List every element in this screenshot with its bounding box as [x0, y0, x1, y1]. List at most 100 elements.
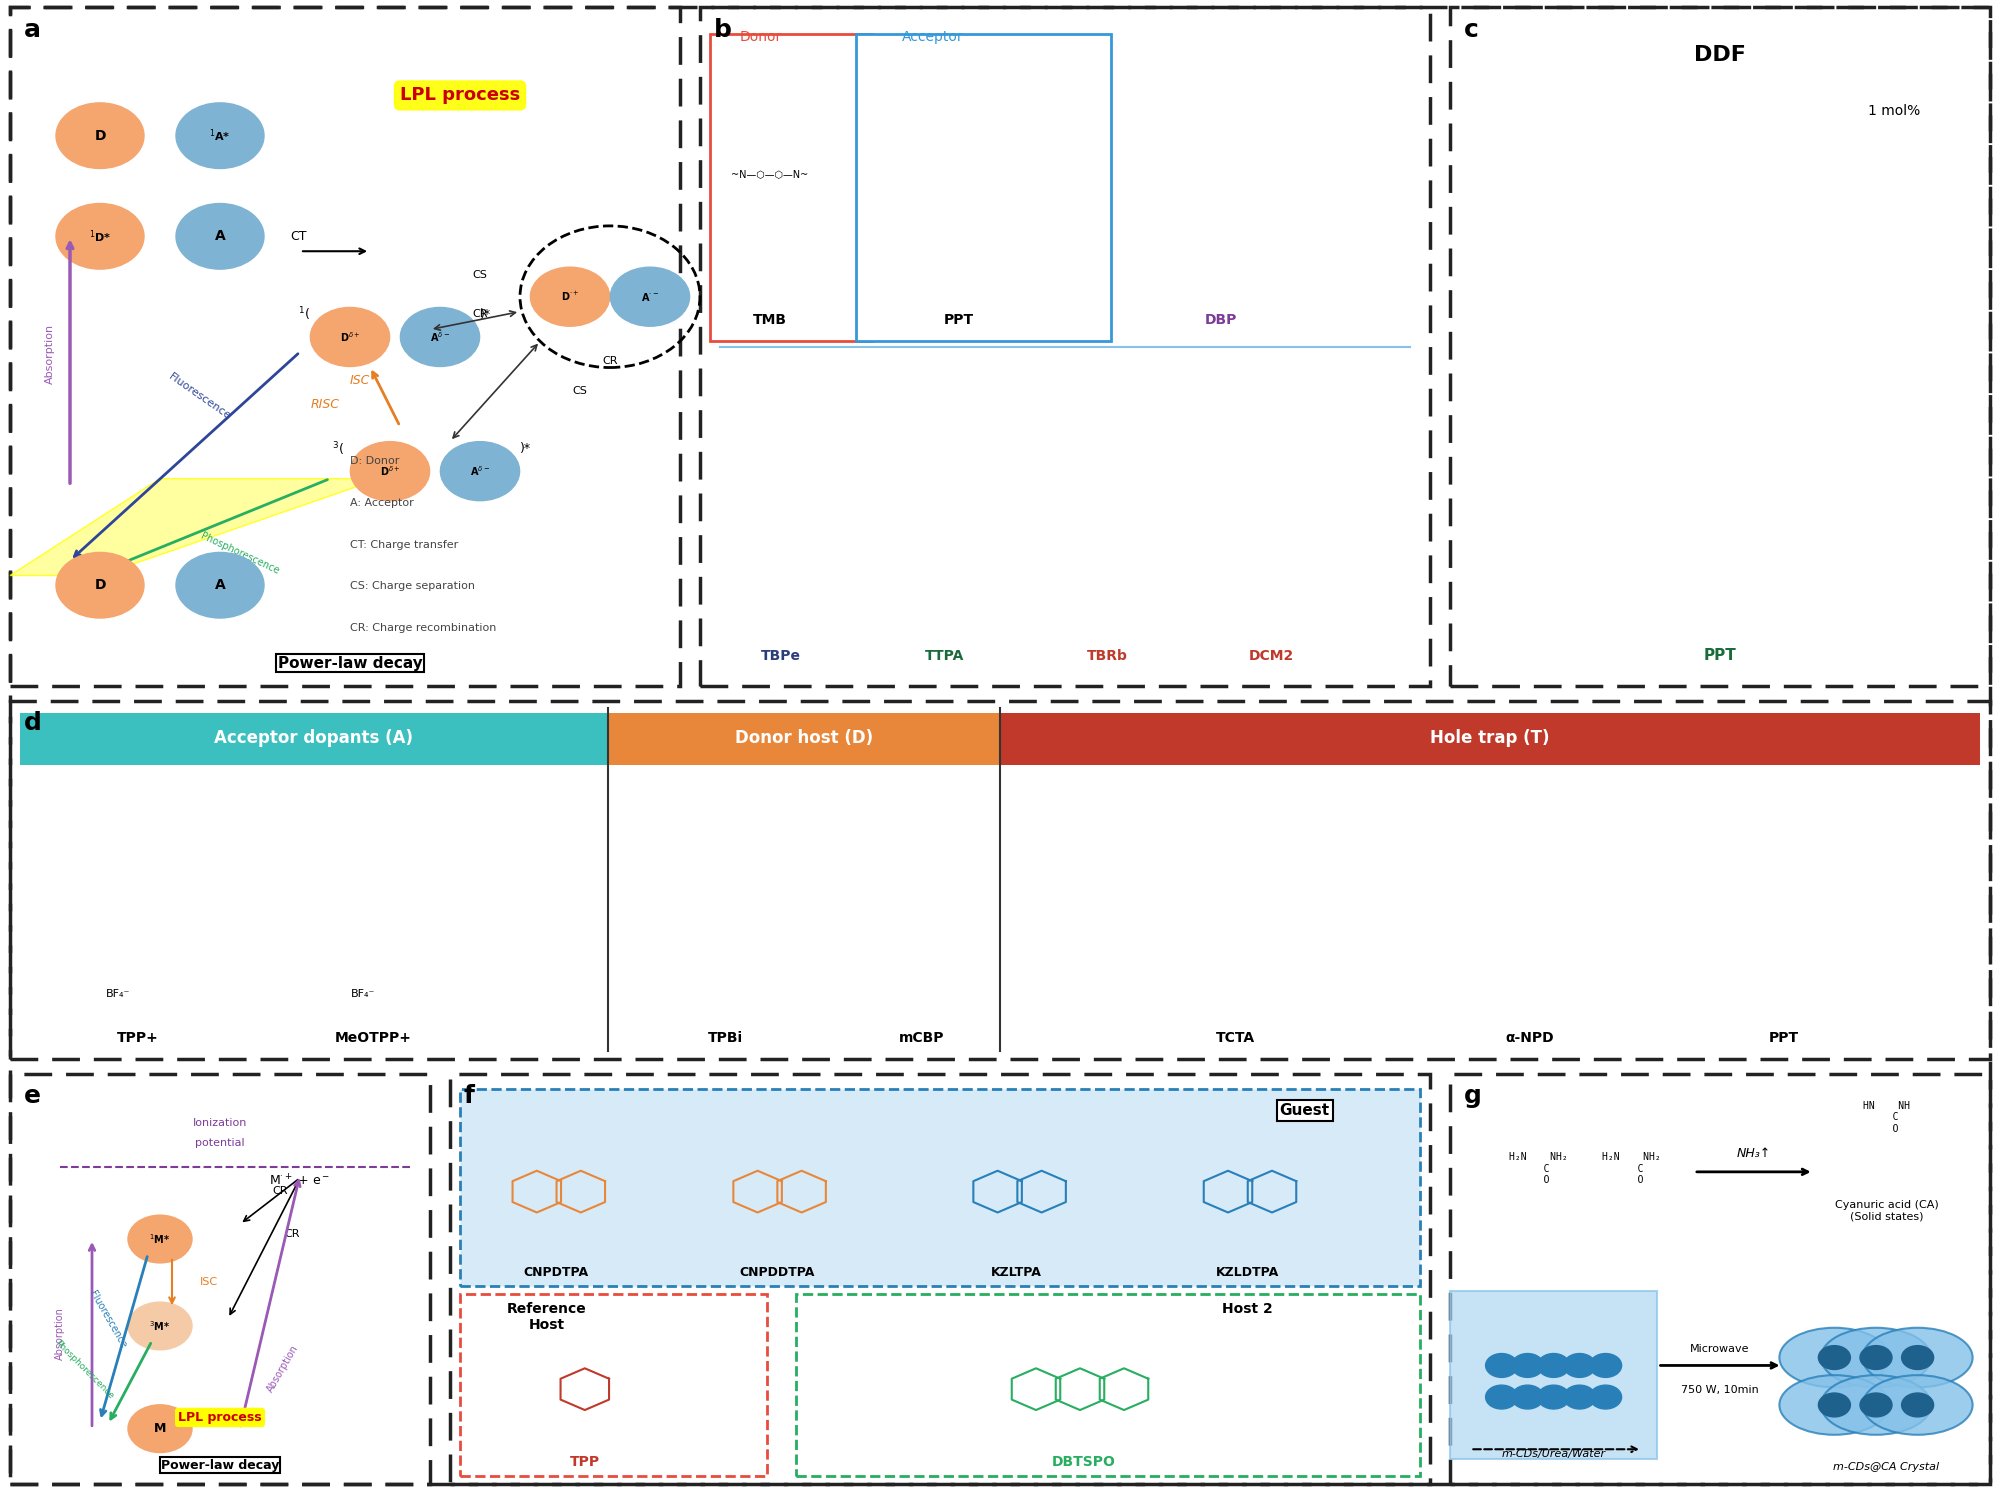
Text: D$^{δ+}$: D$^{δ+}$ [380, 464, 400, 479]
Text: Ionization: Ionization [192, 1118, 248, 1129]
Polygon shape [10, 479, 380, 576]
Text: $^3$(: $^3$( [332, 440, 344, 458]
FancyBboxPatch shape [608, 713, 1000, 765]
Text: CR: CR [272, 1187, 288, 1196]
Text: H₂N    NH₂
   C
   O: H₂N NH₂ C O [1602, 1153, 1660, 1185]
Text: d: d [24, 711, 42, 735]
FancyBboxPatch shape [856, 34, 1110, 341]
Circle shape [56, 204, 144, 268]
Text: α-NPD: α-NPD [1504, 1032, 1554, 1045]
Text: A: Acceptor: A: Acceptor [350, 498, 414, 508]
Text: CR: CR [472, 310, 488, 319]
Ellipse shape [1862, 1375, 1972, 1434]
Text: D: Donor: D: Donor [350, 456, 400, 467]
Text: Phosphorescence: Phosphorescence [52, 1339, 116, 1402]
Text: Acceptor: Acceptor [902, 30, 964, 43]
Circle shape [128, 1405, 192, 1452]
Text: D$^{·+}$: D$^{·+}$ [560, 291, 580, 303]
Text: TMB: TMB [752, 313, 788, 327]
Text: D: D [94, 128, 106, 143]
Circle shape [400, 307, 480, 367]
Text: $^1$(: $^1$( [298, 306, 310, 324]
Text: RISC: RISC [312, 398, 340, 410]
Circle shape [1818, 1346, 1850, 1369]
Text: TCTA: TCTA [1216, 1032, 1254, 1045]
Text: MeOTPP+: MeOTPP+ [334, 1032, 412, 1045]
Circle shape [1902, 1393, 1934, 1416]
Text: A: A [214, 579, 226, 592]
Circle shape [530, 267, 610, 327]
Text: D: D [94, 579, 106, 592]
Text: TBRb: TBRb [1088, 650, 1128, 663]
Circle shape [1564, 1354, 1596, 1378]
Text: Absorption: Absorption [44, 324, 56, 383]
Text: a: a [24, 18, 40, 42]
Text: CR: Charge recombination: CR: Charge recombination [350, 623, 496, 634]
Text: g: g [1464, 1084, 1482, 1108]
Text: 1 mol%: 1 mol% [1868, 104, 1920, 118]
Text: M$^{·+}$ + e$^-$: M$^{·+}$ + e$^-$ [270, 1173, 330, 1188]
Text: Power-law decay: Power-law decay [278, 656, 422, 671]
Circle shape [176, 552, 264, 617]
Circle shape [440, 441, 520, 501]
Text: e: e [24, 1084, 40, 1108]
FancyBboxPatch shape [1000, 713, 1980, 765]
Text: CR: CR [602, 356, 618, 367]
Text: Fluorescence: Fluorescence [88, 1288, 128, 1349]
FancyBboxPatch shape [796, 1294, 1420, 1476]
Text: mCBP: mCBP [898, 1032, 944, 1045]
Circle shape [128, 1215, 192, 1263]
Circle shape [310, 307, 390, 367]
Text: CS: CS [472, 270, 488, 280]
Text: Donor: Donor [740, 30, 782, 43]
Text: ~N—⬡—⬡—N~: ~N—⬡—⬡—N~ [732, 168, 808, 179]
Circle shape [1538, 1354, 1570, 1378]
Text: b: b [714, 18, 732, 42]
Text: Donor host (D): Donor host (D) [734, 729, 874, 747]
Text: CT: Charge transfer: CT: Charge transfer [350, 540, 458, 550]
Text: A$^{·-}$: A$^{·-}$ [640, 291, 660, 303]
Ellipse shape [1820, 1375, 1932, 1434]
Circle shape [1902, 1346, 1934, 1369]
Circle shape [1538, 1385, 1570, 1409]
Text: NH₃↑: NH₃↑ [1736, 1147, 1770, 1160]
Text: 750 W, 10min: 750 W, 10min [1682, 1385, 1758, 1396]
Text: D$^{δ+}$: D$^{δ+}$ [340, 330, 360, 344]
Circle shape [610, 267, 690, 327]
Circle shape [1590, 1385, 1622, 1409]
Text: CS: Charge separation: CS: Charge separation [350, 581, 476, 592]
Circle shape [1818, 1393, 1850, 1416]
Text: ISC: ISC [350, 374, 370, 388]
Text: )*: )* [520, 443, 532, 455]
Text: HN    NH
   C
   O: HN NH C O [1862, 1100, 1910, 1135]
Ellipse shape [1780, 1375, 1890, 1434]
Circle shape [56, 552, 144, 617]
Text: A$^{δ-}$: A$^{δ-}$ [470, 464, 490, 479]
Text: BF₄⁻: BF₄⁻ [106, 989, 130, 999]
Text: PPT: PPT [1704, 649, 1736, 663]
Text: H₂N    NH₂
   C
   O: H₂N NH₂ C O [1508, 1153, 1568, 1185]
Text: CNPDDTPA: CNPDDTPA [740, 1266, 814, 1279]
Text: $^1$D*: $^1$D* [88, 228, 112, 245]
Text: DBTSPO: DBTSPO [1052, 1455, 1116, 1469]
Circle shape [1512, 1354, 1544, 1378]
Circle shape [1486, 1354, 1518, 1378]
Text: DDF: DDF [1694, 45, 1746, 64]
Text: f: f [464, 1084, 474, 1108]
Text: Guest: Guest [1280, 1103, 1330, 1118]
Text: CT: CT [290, 230, 306, 243]
Text: Host 2: Host 2 [1222, 1302, 1272, 1317]
Text: TTPA: TTPA [924, 650, 964, 663]
Text: $^1$A*: $^1$A* [210, 127, 230, 145]
Text: Cyanuric acid (CA)
(Solid states): Cyanuric acid (CA) (Solid states) [1834, 1199, 1938, 1221]
Text: A$^{δ-}$: A$^{δ-}$ [430, 330, 450, 344]
Text: Reference
Host: Reference Host [506, 1302, 586, 1333]
Text: PPT: PPT [944, 313, 974, 327]
Text: TPP+: TPP+ [116, 1032, 158, 1045]
Circle shape [56, 103, 144, 168]
Text: DBP: DBP [1206, 313, 1238, 327]
Text: CR: CR [284, 1229, 300, 1239]
Circle shape [1860, 1393, 1892, 1416]
Text: CS: CS [572, 386, 588, 397]
Circle shape [1564, 1385, 1596, 1409]
